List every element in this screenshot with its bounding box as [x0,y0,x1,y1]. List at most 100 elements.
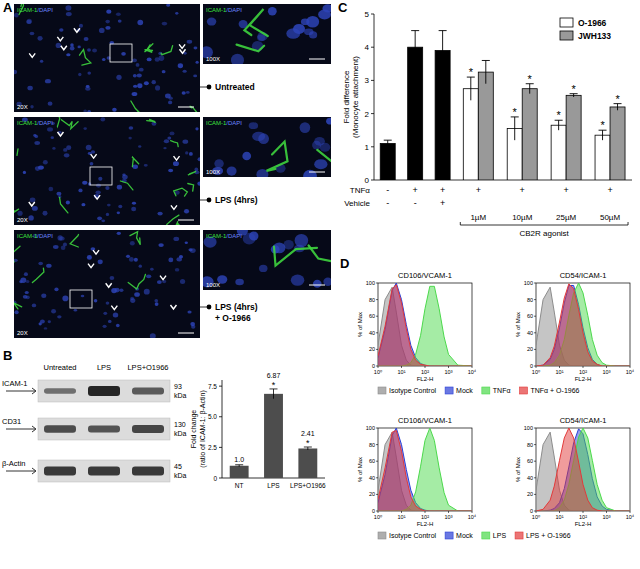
nucleus [38,262,43,266]
area-fill [378,285,472,366]
y-axis-label: % of Max [357,457,363,482]
arrow [6,426,36,432]
micrograph [14,4,200,112]
nucleus [194,168,198,172]
nucleus [326,118,331,125]
y-tick [376,477,378,478]
x-tick [378,366,379,368]
nucleus [103,312,107,315]
nucleus [194,47,198,50]
histogram-line [536,428,630,511]
size-label: 45 [174,463,182,470]
magnification: 20X [17,104,28,110]
x-tick-label: 10⁴ [468,514,477,520]
histogram-line [378,285,472,366]
nucleus [314,159,327,169]
y-tick-label: 40 [369,330,375,336]
condition-label: Vehicle [344,199,370,208]
nucleus [48,320,51,323]
area-fill [536,283,630,366]
x-tick [583,511,584,513]
histogram-line [378,428,472,511]
y-tick-label: 5 [365,10,370,19]
nucleus [122,173,125,176]
x-tick-label: 10⁴ [626,369,635,375]
nucleus [84,37,89,41]
nucleus [87,255,92,260]
stain-label: ICAM-1/DAPI [17,120,53,126]
band [88,425,120,432]
nucleus [130,298,135,303]
nucleus [113,313,118,318]
histogram-line [536,283,630,366]
nucleus [44,327,47,329]
nucleus [252,132,265,141]
nucleus [195,127,198,130]
magnification: 100X [206,282,220,288]
scale-bar [178,333,194,334]
error-bar [526,84,534,94]
x-tick-label: 10⁰ [532,514,541,520]
nucleus [138,145,141,147]
nucleus [63,242,67,246]
nucleus [132,164,138,168]
y-tick-label: 80 [369,442,375,448]
y-axis-label: (Monocyte attachment) [351,56,360,138]
nucleus [173,237,179,241]
plot-area [380,31,625,180]
nucleus [87,71,91,74]
nucleus [304,28,314,35]
nucleus [59,28,63,31]
x-tick-label: 10² [579,514,587,520]
stain-name: /DAPI [37,120,53,126]
stain-name: /DAPI [226,233,242,239]
nucleus [105,26,110,30]
y-tick [371,80,374,81]
nucleus [78,73,81,76]
unit-label: kDa [174,430,187,437]
nucleus [176,257,181,261]
chart-title: CD106/VCAM-1 [398,271,452,280]
significance: * [513,106,518,118]
nucleus [105,20,110,24]
x-tick-label: LPS [267,482,280,489]
nucleus [99,28,105,33]
nucleus [162,22,167,26]
x-tick-label: 10¹ [556,514,564,520]
x-tick-label: 10¹ [398,514,406,520]
nucleus [54,288,58,292]
y-tick [376,332,378,333]
ica-stain [14,303,22,309]
nucleus [66,53,70,56]
nucleus [144,289,150,295]
nucleus [137,73,142,77]
nucleus [306,16,319,28]
nucleus [86,145,92,150]
x-tick [472,366,473,368]
histogram-line [536,429,630,511]
nucleus [24,272,28,276]
condition-value: + [563,185,568,195]
nucleus [182,91,186,95]
nucleus [257,34,265,41]
nucleus [96,190,101,194]
x-tick [448,511,449,513]
bar [595,135,610,180]
chart-title: CD106/VCAM-1 [398,416,452,425]
condition-label: LPS (4hrs) [215,302,258,312]
ica-stain [174,188,188,196]
nucleus [187,310,191,313]
x-tick [378,511,379,513]
nucleus [98,177,102,181]
arrowhead [57,37,63,41]
band [88,386,120,396]
y-tick-label: 40 [527,330,533,336]
scale-bar [178,220,194,221]
arrow [6,388,36,394]
nucleus [40,320,45,324]
y-tick-label: 80 [527,297,533,303]
nucleus [96,183,101,187]
nucleus [132,202,136,205]
nucleus [190,248,196,253]
ica-stain [188,171,196,174]
